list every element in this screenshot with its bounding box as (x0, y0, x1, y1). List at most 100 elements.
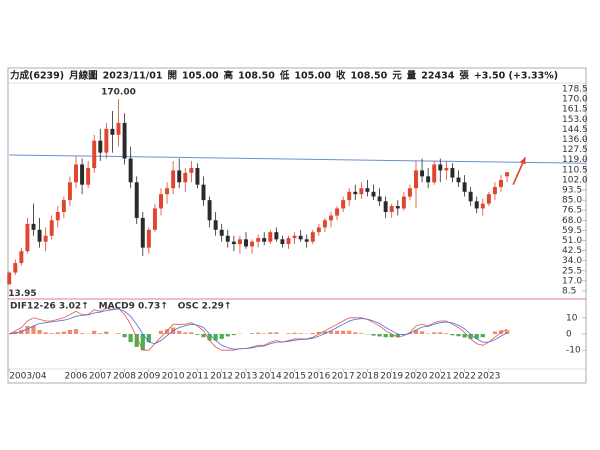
candle-body (407, 188, 412, 197)
y-tick-label: 34.0 (562, 256, 582, 266)
candle-body (341, 200, 346, 209)
y-tick-label: 170.0 (562, 95, 588, 105)
macd-tick-label: 10 (566, 313, 578, 323)
header-field: 低 (279, 70, 290, 82)
osc-bar (347, 330, 352, 334)
osc-bar (67, 329, 73, 334)
osc-bar (492, 331, 498, 334)
candle-body (80, 164, 85, 185)
frame (7, 67, 587, 384)
x-tick-label: 2015 (283, 372, 306, 382)
header-field: 張 (459, 71, 469, 82)
y-tick-label: 68.0 (562, 216, 582, 226)
candle-body (310, 232, 315, 242)
macd-line (9, 307, 508, 351)
candle-body (474, 201, 479, 209)
candle-body (438, 164, 443, 171)
x-tick-label: 2007 (89, 372, 112, 382)
osc-bar (183, 332, 188, 334)
osc-bar (268, 332, 273, 334)
osc-bar (249, 333, 255, 334)
candle-body (389, 206, 394, 212)
y-tick-label: 42.5 (562, 246, 582, 256)
candle-body (19, 251, 24, 264)
osc-bar (31, 325, 36, 334)
candle-body (268, 232, 273, 242)
osc-bar (13, 331, 18, 334)
osc-bar (104, 331, 109, 334)
candle-body (401, 196, 406, 209)
osc-bar (195, 334, 200, 335)
x-tick-label: 2013 (235, 372, 258, 382)
osc-bar (225, 334, 230, 337)
y-tick-label: 93.5 (562, 186, 582, 196)
osc-bar (377, 334, 382, 337)
osc-bar (468, 334, 473, 339)
osc-bar (128, 334, 133, 343)
candle-body (237, 239, 242, 245)
osc-bar (444, 333, 449, 334)
osc-bar (201, 334, 206, 338)
candle-body (183, 172, 188, 183)
header-field: 收 (336, 70, 346, 82)
candle-body (128, 158, 133, 183)
osc-bar (383, 334, 388, 338)
candle-body (250, 241, 255, 247)
osc-bar (450, 334, 455, 336)
candle-body (365, 188, 370, 192)
x-tick-label: 2009 (137, 372, 160, 382)
legend-entry: OSC 2.29↑ (178, 302, 232, 312)
candle-body (61, 200, 66, 212)
osc-bar (231, 334, 236, 336)
trendline (9, 154, 587, 164)
osc-bar (219, 334, 224, 339)
y-tick-label: 8.5 (562, 286, 576, 296)
osc-bar (432, 332, 437, 334)
candle-body (304, 239, 309, 242)
candle-body (450, 168, 455, 178)
osc-bar (456, 334, 461, 337)
osc-bar (286, 333, 291, 334)
candle-body (171, 170, 176, 189)
osc-bar (298, 333, 303, 334)
osc-bar (61, 331, 66, 334)
osc-bar (353, 332, 358, 334)
osc-bar (274, 332, 279, 334)
candle-body (371, 191, 376, 197)
candle-body (92, 140, 97, 169)
y-tick-label: 85.0 (562, 196, 582, 206)
header-field: 105.00 (294, 71, 331, 82)
candle-body (395, 206, 400, 209)
osc-bar (98, 333, 103, 334)
x-tick-label: 2020 (405, 372, 428, 382)
legend-entry: DIF12-26 3.02↑ (10, 302, 89, 312)
osc-bar (116, 333, 121, 334)
candle-body (231, 241, 236, 245)
osc-bar (177, 330, 182, 334)
candle-body (159, 194, 163, 209)
x-tick-label: 2012 (210, 372, 233, 382)
candle-body (274, 232, 279, 240)
osc-bar (341, 330, 346, 334)
osc-bar (146, 334, 151, 343)
candle-body (353, 191, 358, 195)
candle-body (49, 220, 54, 236)
header-field: 2023/11/01 (103, 71, 163, 82)
candle-body (225, 235, 230, 242)
candle-body (492, 187, 497, 195)
candle-body (207, 200, 212, 221)
y-tick-label: 127.5 (562, 145, 588, 155)
osc-bar (92, 330, 97, 334)
candle-body (377, 196, 382, 202)
candle-body (25, 223, 30, 252)
header-field: 月線圖 (68, 70, 98, 82)
osc-bar (419, 331, 425, 334)
candle-body (110, 128, 115, 135)
osc-bar (504, 330, 510, 334)
candle-body (432, 164, 437, 183)
osc-bar (256, 332, 261, 334)
x-tick-label: 2022 (453, 372, 476, 382)
candle-body (152, 208, 157, 230)
candle-body (499, 179, 503, 188)
osc-bar (262, 333, 267, 334)
